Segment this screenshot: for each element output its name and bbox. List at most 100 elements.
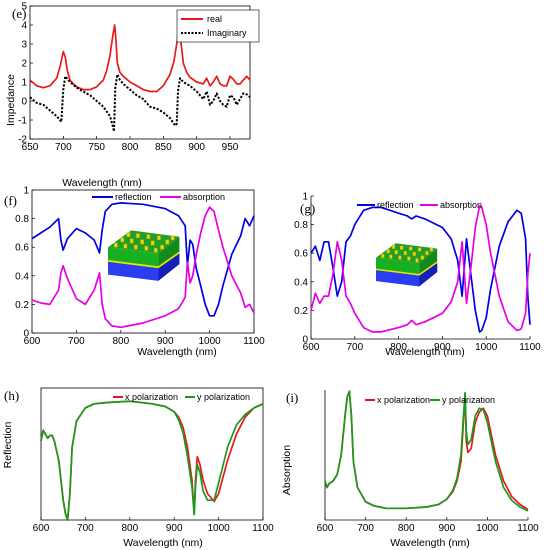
legend-label-x-polarization-h: x polarization (125, 392, 178, 402)
series-line-e-real (29, 24, 251, 93)
y-tick-label-g-4: 0.8 (294, 220, 308, 231)
y-tick-label-e-5: 3 (21, 40, 27, 51)
x-tick-label-e-4: 850 (155, 142, 172, 153)
series-line-e-imaginary (29, 73, 251, 133)
x-axis-title-g: Wavelength (nm) (385, 346, 465, 358)
series-line-g-absorption (310, 205, 531, 333)
x-tick-label-i-4: 1000 (476, 523, 499, 534)
x-tick-label-h-1: 700 (77, 523, 94, 534)
y-tick-label-f-5: 1 (23, 186, 29, 197)
x-tick-label-e-2: 750 (88, 142, 105, 153)
legend-label-reflection-f: reflection (115, 192, 152, 202)
x-tick-label-f-0: 600 (24, 336, 41, 347)
y-tick-label-f-2: 0.4 (15, 271, 29, 282)
x-tick-label-h-2: 800 (121, 523, 138, 534)
plot-frame-f (31, 189, 255, 334)
x-tick-label-e-5: 900 (188, 142, 205, 153)
legend-f: reflection absorption (92, 192, 225, 202)
chart-panel-f: 600 700 800 900 1000 1100 0 0.2 0.4 0.6 0.8 1 (f) W… (4, 186, 265, 359)
x-tick-label-f-3: 900 (157, 336, 174, 347)
chart-panel-e: 650 700 750 800 850 900 950 -2 -1 0 1 2 3 4 5 (e) Impe… (5, 2, 260, 189)
legend-i: x polarization y polarization (365, 395, 495, 405)
x-tick-label-h-0: 600 (33, 523, 50, 534)
plot-frame-h (40, 387, 264, 521)
x-tick-label-i-5: 1100 (517, 523, 539, 534)
x-tick-label-g-5: 1100 (519, 342, 541, 353)
x-tick-label-g-1: 700 (346, 342, 363, 353)
x-axis-title-i: Wavelength (nm) (390, 537, 470, 549)
x-tick-label-g-2: 800 (390, 342, 407, 353)
panel-label-i: (i) (286, 390, 298, 405)
plot-area-i: 600 700 800 900 1000 1100 (317, 390, 539, 534)
x-tick-label-g-4: 1000 (475, 342, 498, 353)
x-tick-label-h-5: 1100 (252, 523, 274, 534)
x-tick-label-e-3: 800 (122, 142, 139, 153)
plot-area-f: 600 700 800 900 1000 1100 0 0.2 0.4 0.6 0.8 1 (15, 186, 265, 348)
plot-area-g: 600 700 800 900 1000 1100 0 0.2 0.4 0.6 0.8 1 (294, 192, 541, 354)
plot-area-h: 600 700 800 900 1000 1100 (33, 387, 274, 534)
series-line-i-y-polarization (324, 390, 529, 512)
y-tick-label-e-4: 2 (21, 59, 27, 70)
series-line-f-absorption (31, 206, 255, 329)
y-tick-label-e-1: -1 (18, 116, 27, 127)
x-tick-label-e-0: 650 (22, 142, 39, 153)
y-tick-label-g-3: 0.6 (294, 249, 308, 260)
x-tick-label-i-3: 900 (438, 523, 455, 534)
y-tick-label-e-6: 4 (21, 21, 27, 32)
legend-label-real: real (207, 14, 222, 24)
legend-label-absorption-f: absorption (183, 192, 225, 202)
x-tick-label-e-1: 700 (55, 142, 72, 153)
y-tick-label-f-3: 0.6 (15, 243, 29, 254)
panel-label-h: (h) (4, 388, 19, 403)
panel-label-e: (e) (12, 6, 26, 21)
legend-label-imaginary: Imaginary (207, 28, 247, 38)
x-tick-label-i-0: 600 (317, 523, 334, 534)
series-line-f-reflection (31, 202, 255, 317)
legend-e: real Imaginary (176, 9, 260, 43)
y-tick-label-g-1: 0.2 (294, 306, 308, 317)
metasurface-inset-g (375, 242, 438, 288)
panel-label-f: (f) (4, 193, 17, 208)
y-axis-title-i: Absorption (281, 445, 293, 495)
series-line-g-reflection (310, 206, 531, 333)
chart-panel-h: 600 700 800 900 1000 1100 (h) Reflection Wave… (2, 387, 274, 549)
legend-label-y-polarization-i: y polarization (442, 395, 495, 405)
x-tick-label-f-5: 1100 (243, 336, 265, 347)
legend-h: x polarization y polarization (113, 392, 250, 402)
y-tick-label-g-5: 1 (302, 192, 308, 203)
y-tick-label-e-2: 0 (21, 97, 27, 108)
legend-label-reflection-g: reflection (377, 200, 414, 210)
legend-g: reflection absorption (357, 200, 482, 210)
plot-frame-e (29, 5, 251, 140)
series-line-h-y-polarization (40, 400, 264, 521)
panel-label-g: (g) (300, 201, 315, 216)
legend-label-y-polarization-h: y polarization (197, 392, 250, 402)
y-tick-label-e-7: 5 (21, 2, 27, 13)
y-tick-label-e-3: 1 (21, 78, 27, 89)
x-tick-label-g-0: 600 (303, 342, 320, 353)
y-tick-label-g-2: 0.4 (294, 277, 308, 288)
y-axis-title-h: Reflection (2, 422, 14, 469)
x-tick-label-h-4: 1000 (207, 523, 230, 534)
y-tick-label-f-1: 0.2 (15, 300, 29, 311)
x-axis-title-f: Wavelength (nm) (137, 346, 217, 358)
legend-label-x-polarization-i: x polarization (377, 395, 430, 405)
chart-panel-g: 600 700 800 900 1000 1100 0 0.2 0.4 0.6 0.8 1 (g) W… (294, 192, 541, 359)
x-tick-label-i-1: 700 (357, 523, 374, 534)
series-line-h-x-polarization (40, 400, 264, 521)
x-axis-title-e: Wavelength (nm) (62, 177, 142, 189)
metasurface-inset-f (107, 229, 181, 282)
x-tick-label-f-2: 800 (112, 336, 129, 347)
x-tick-label-e-6: 950 (222, 142, 239, 153)
x-tick-label-f-1: 700 (68, 336, 85, 347)
y-tick-label-g-0: 0 (302, 335, 308, 346)
y-tick-label-f-0: 0 (23, 329, 29, 340)
y-axis-title-e: Impedance (5, 74, 17, 126)
x-tick-label-i-2: 800 (398, 523, 415, 534)
chart-panel-i: 600 700 800 900 1000 1100 (i) Absorption Wave… (281, 390, 539, 549)
y-tick-label-f-4: 0.8 (15, 214, 29, 225)
plot-area-e: 650 700 750 800 850 900 950 -2 -1 0 1 2 3 4 5 (18, 2, 251, 153)
x-tick-label-f-4: 1000 (198, 336, 221, 347)
x-tick-label-g-3: 900 (434, 342, 451, 353)
